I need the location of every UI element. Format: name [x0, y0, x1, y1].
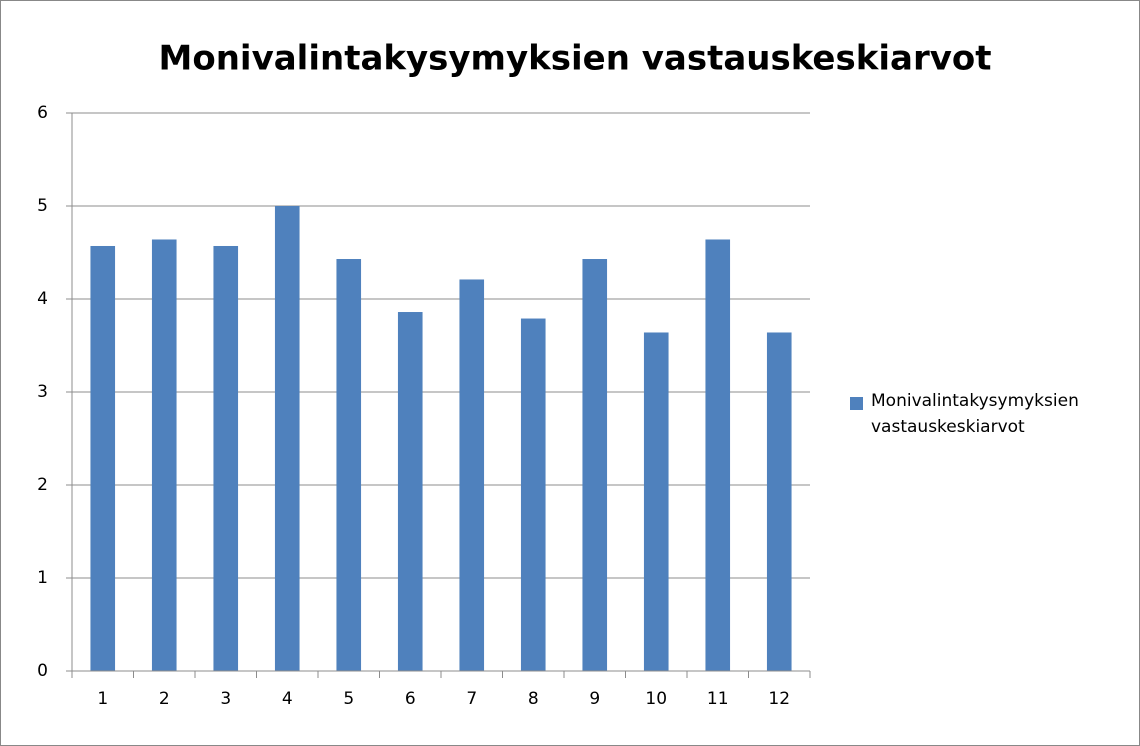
- x-tick-label: 11: [707, 689, 729, 709]
- y-tick-label: 3: [37, 382, 48, 402]
- bar: [766, 332, 792, 671]
- y-tick-label: 0: [37, 661, 48, 681]
- bar: [520, 318, 546, 671]
- x-tick-label: 1: [97, 689, 108, 709]
- bar: [151, 239, 177, 672]
- x-tick-label: 7: [466, 689, 477, 709]
- x-tick-label: 10: [645, 689, 667, 709]
- bar: [90, 245, 116, 672]
- y-tick-label: 1: [37, 568, 48, 588]
- x-tick-label: 8: [528, 689, 539, 709]
- x-tick-label: 5: [343, 689, 354, 709]
- x-tick-label: 3: [220, 689, 231, 709]
- bar: [397, 312, 423, 671]
- y-tick-label: 4: [37, 289, 48, 309]
- x-tick-label: 12: [768, 689, 790, 709]
- bar: [705, 239, 731, 672]
- y-tick-label: 2: [37, 475, 48, 495]
- bar: [459, 279, 485, 671]
- legend-label: Monivalintakysymyksien vastauskeskiarvot: [871, 391, 1079, 437]
- bar: [336, 259, 362, 671]
- x-tick-label: 2: [159, 689, 170, 709]
- bar: [213, 245, 239, 672]
- y-tick-label: 6: [37, 103, 48, 123]
- bar: [274, 206, 300, 671]
- bar: [643, 332, 669, 671]
- legend: Monivalintakysymyksien vastauskeskiarvot: [850, 388, 1120, 440]
- chart-title: Monivalintakysymyksien vastauskeskiarvot: [159, 39, 992, 79]
- x-tick-label: 9: [589, 689, 600, 709]
- x-tick-label: 6: [405, 689, 416, 709]
- x-tick-label: 4: [282, 689, 293, 709]
- y-tick-label: 5: [37, 196, 48, 216]
- bar: [582, 259, 608, 671]
- legend-swatch: [850, 397, 863, 410]
